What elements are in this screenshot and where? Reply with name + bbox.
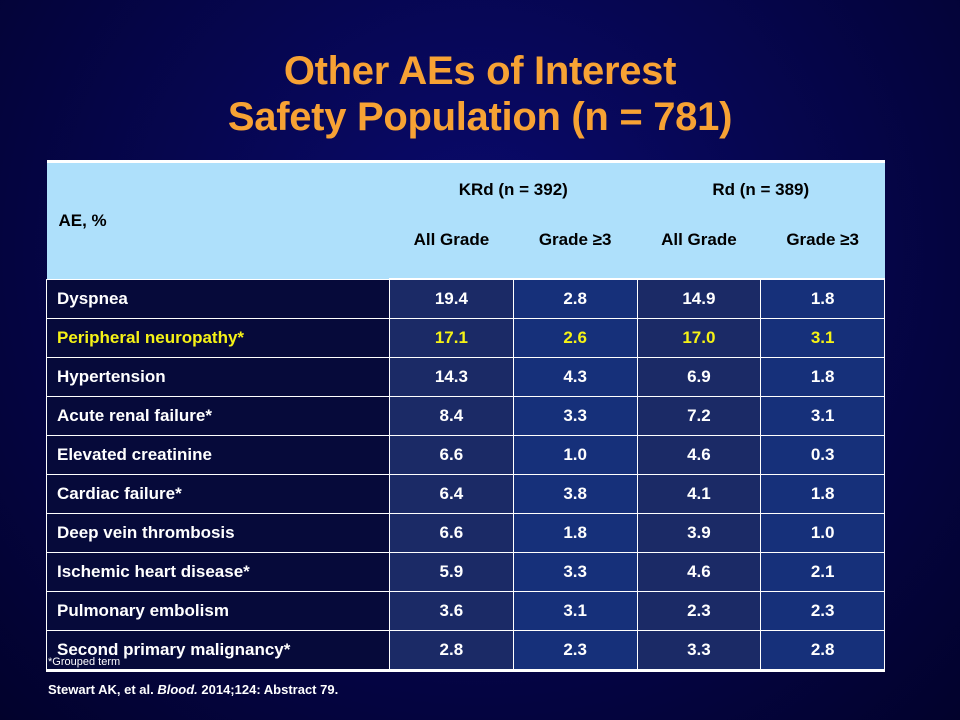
table-row: Cardiac failure* 6.4 3.8 4.1 1.8	[46, 474, 886, 514]
subheader-rd-all-grade: All Grade	[637, 216, 761, 280]
value-cell: 6.6	[389, 513, 514, 553]
ae-name-cell: Peripheral neuropathy*	[46, 318, 390, 358]
value-cell: 8.4	[389, 396, 514, 436]
value-cell: 14.9	[636, 278, 762, 319]
table-header-row-grades: All Grade Grade ≥3 All Grade Grade ≥3	[47, 216, 885, 280]
value-cell: 2.6	[512, 318, 638, 358]
value-cell: 1.8	[760, 278, 886, 319]
subheader-rd-grade3: Grade ≥3	[760, 216, 885, 280]
value-cell: 7.2	[636, 396, 762, 436]
value-cell: 2.8	[389, 630, 514, 671]
table-row: Peripheral neuropathy* 17.1 2.6 17.0 3.1	[46, 318, 886, 358]
value-cell: 4.6	[636, 552, 762, 592]
ae-name-cell: Deep vein thrombosis	[46, 513, 390, 553]
ae-name-cell: Elevated creatinine	[46, 435, 390, 475]
value-cell: 17.1	[389, 318, 514, 358]
title-line-2: Safety Population (n = 781)	[227, 95, 733, 139]
table-header-row-groups: AE, % KRd (n = 392) Rd (n = 389)	[46, 161, 885, 279]
value-cell: 3.3	[512, 396, 638, 436]
citation: Stewart AK, et al. Blood. 2014;124: Abst…	[48, 682, 338, 697]
value-cell: 3.1	[760, 396, 886, 436]
ae-name-cell: Acute renal failure*	[46, 396, 390, 436]
slide-title: Other AEs of Interest Safety Population …	[0, 48, 960, 140]
value-cell: 6.6	[389, 435, 514, 475]
citation-details: 2014;124: Abstract 79.	[197, 682, 339, 697]
table-row: Deep vein thrombosis 6.6 1.8 3.9 1.0	[46, 513, 886, 553]
group-header-krd: KRd (n = 392)	[389, 161, 638, 216]
ae-name-cell: Dyspnea	[46, 278, 390, 319]
subheader-krd-grade3: Grade ≥3	[513, 216, 638, 280]
ae-name-cell: Second primary malignancy*	[46, 630, 390, 671]
table-row: Dyspnea 19.4 2.8 14.9 1.8	[46, 278, 886, 319]
ae-name-cell: Hypertension	[46, 357, 390, 397]
footnote: *Grouped term	[48, 656, 121, 668]
table-row: Second primary malignancy* 2.8 2.3 3.3 2.8	[46, 630, 886, 671]
value-cell: 3.8	[512, 474, 638, 514]
group-header-rd: Rd (n = 389)	[637, 161, 885, 216]
value-cell: 2.3	[760, 591, 886, 631]
value-cell: 1.0	[512, 435, 638, 475]
value-cell: 4.3	[512, 357, 638, 397]
value-cell: 3.9	[636, 513, 762, 553]
value-cell: 3.1	[760, 318, 886, 358]
table-body: Dyspnea 19.4 2.8 14.9 1.8 Peripheral neuropat…	[46, 278, 886, 671]
value-cell: 1.8	[760, 474, 886, 514]
value-cell: 3.6	[389, 591, 514, 631]
value-cell: 3.3	[512, 552, 638, 592]
value-cell: 6.4	[389, 474, 514, 514]
table-row: Pulmonary embolism 3.6 3.1 2.3 2.3	[46, 591, 886, 631]
value-cell: 4.6	[636, 435, 762, 475]
ae-name-cell: Cardiac failure*	[46, 474, 390, 514]
value-cell: 6.9	[636, 357, 762, 397]
table-row: Ischemic heart disease* 5.9 3.3 4.6 2.1	[46, 552, 886, 592]
value-cell: 2.8	[512, 278, 638, 319]
value-cell: 0.3	[760, 435, 886, 475]
value-cell: 5.9	[389, 552, 514, 592]
value-cell: 1.8	[512, 513, 638, 553]
value-cell: 3.1	[512, 591, 638, 631]
value-cell: 17.0	[636, 318, 762, 358]
adverse-events-table: AE, % KRd (n = 392) Rd (n = 389) All Gra…	[46, 160, 886, 672]
citation-authors: Stewart AK, et al.	[48, 682, 158, 697]
value-cell: 2.3	[512, 630, 638, 671]
subheader-krd-all-grade: All Grade	[389, 216, 514, 280]
value-cell: 3.3	[636, 630, 762, 671]
value-cell: 19.4	[389, 278, 514, 319]
ae-column-header: AE, %	[46, 161, 390, 279]
citation-journal: Blood.	[157, 682, 198, 697]
value-cell: 4.1	[636, 474, 762, 514]
value-cell: 1.8	[760, 357, 886, 397]
title-line-1: Other AEs of Interest	[283, 49, 677, 93]
value-cell: 2.3	[636, 591, 762, 631]
value-cell: 14.3	[389, 357, 514, 397]
table-row: Hypertension 14.3 4.3 6.9 1.8	[46, 357, 886, 397]
table-row: Acute renal failure* 8.4 3.3 7.2 3.1	[46, 396, 886, 436]
value-cell: 2.1	[760, 552, 886, 592]
value-cell: 2.8	[760, 630, 886, 671]
table-row: Elevated creatinine 6.6 1.0 4.6 0.3	[46, 435, 886, 475]
value-cell: 1.0	[760, 513, 886, 553]
ae-name-cell: Ischemic heart disease*	[46, 552, 390, 592]
ae-name-cell: Pulmonary embolism	[46, 591, 390, 631]
